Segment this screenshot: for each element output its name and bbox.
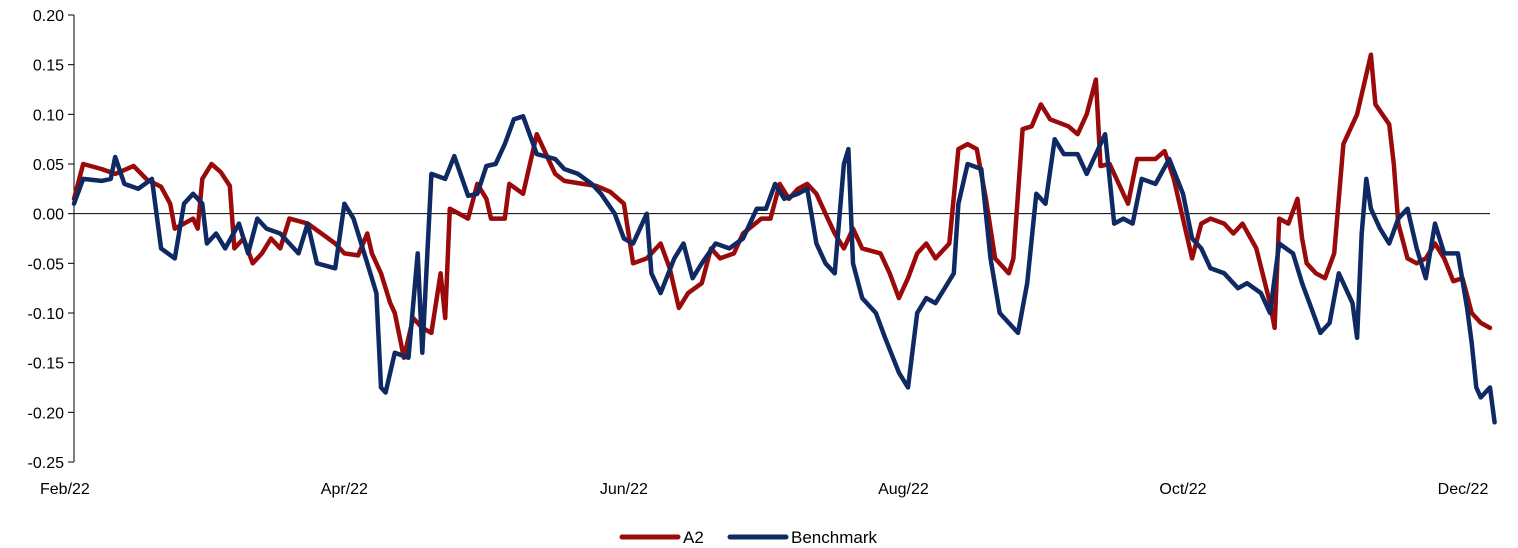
y-tick-label: 0.00	[33, 207, 64, 224]
y-tick-label: -0.25	[28, 455, 65, 472]
legend-label-a2: A2	[683, 528, 704, 547]
series-line-a2	[71, 52, 1493, 360]
legend: A2 Benchmark	[619, 528, 877, 547]
y-tick-label: 0.10	[33, 107, 64, 124]
series-layer	[71, 52, 1497, 425]
y-tick-label: -0.10	[28, 306, 65, 323]
y-tick-label: 0.15	[33, 58, 64, 75]
x-tick-label: Dec/22	[1438, 481, 1489, 498]
x-tick-label: Jun/22	[600, 481, 648, 498]
x-axis: Feb/22 Apr/22 Jun/22 Aug/22 Oct/22 Dec/22	[40, 213, 1490, 498]
y-tick-label: 0.05	[33, 157, 64, 174]
x-tick-label: Feb/22	[40, 481, 90, 498]
y-tick-label: 0.20	[33, 8, 64, 25]
series-line-benchmark	[71, 114, 1497, 425]
x-tick-label: Apr/22	[321, 481, 368, 498]
x-tick-label: Oct/22	[1159, 481, 1206, 498]
legend-label-benchmark: Benchmark	[791, 528, 877, 547]
y-tick-label: -0.20	[28, 405, 65, 422]
x-tick-label: Aug/22	[878, 481, 929, 498]
y-tick-label: -0.15	[28, 356, 65, 373]
y-axis: 0.20 0.15 0.10 0.05 0.00 -0.05 -0.10 -0.15 -0.20…	[28, 8, 75, 472]
y-tick-label: -0.05	[28, 256, 65, 273]
